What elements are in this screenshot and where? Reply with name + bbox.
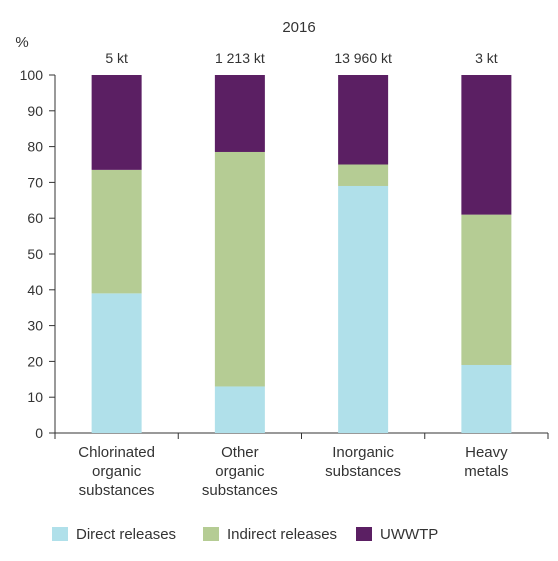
bar-segment [338, 75, 389, 165]
legend-swatch [203, 527, 219, 541]
category-label: Chlorinated [78, 444, 155, 461]
y-tick-label: 0 [35, 425, 43, 441]
bar-segment [91, 293, 142, 433]
bar-total-labels: 5 kt 1 213 kt 13 960 kt 3 kt [105, 50, 497, 66]
bar-segment [461, 364, 512, 433]
y-tick-label: 90 [27, 103, 43, 119]
category-label: Other [221, 444, 259, 461]
category-labels: Chlorinated organic substances Other organic… [78, 444, 508, 499]
y-axis-label: % [15, 34, 28, 51]
bar-segment [338, 164, 389, 186]
y-tick-label: 80 [27, 139, 43, 155]
bar-segment [461, 75, 512, 215]
y-tick-label: 50 [27, 246, 43, 262]
y-tick-label: 100 [20, 67, 44, 83]
bar-segment [91, 75, 142, 170]
legend-label: Indirect releases [227, 526, 337, 543]
legend: Direct releases Indirect releases UWWTP [52, 526, 438, 543]
bar-total-label: 5 kt [105, 50, 128, 66]
bar-segment [214, 386, 265, 433]
y-tick-label: 60 [27, 210, 43, 226]
y-tick-label: 70 [27, 174, 43, 190]
chart-title: 2016 [282, 19, 315, 36]
category-label: metals [464, 463, 508, 480]
y-axis: 0 10 20 30 40 50 60 70 80 90 100 [20, 67, 56, 441]
category-label: substances [325, 463, 401, 480]
legend-swatch [52, 527, 68, 541]
y-tick-label: 40 [27, 282, 43, 298]
bar-segment [338, 185, 389, 433]
y-tick-label: 30 [27, 318, 43, 334]
y-tick-label: 20 [27, 353, 43, 369]
bar-segment [461, 214, 512, 365]
bar-segment [214, 75, 265, 152]
category-label: substances [202, 482, 278, 499]
bar-segment [214, 151, 265, 387]
legend-label: UWWTP [380, 526, 438, 543]
category-label: organic [92, 463, 142, 480]
legend-label: Direct releases [76, 526, 176, 543]
bars [91, 75, 512, 433]
bar-total-label: 1 213 kt [215, 50, 265, 66]
x-axis [54, 432, 549, 439]
bar-total-label: 3 kt [475, 50, 498, 66]
bar-segment [91, 169, 142, 294]
category-label: organic [215, 463, 265, 480]
y-tick-label: 10 [27, 389, 43, 405]
legend-swatch [356, 527, 372, 541]
category-label: Inorganic [332, 444, 394, 461]
bar-total-label: 13 960 kt [334, 50, 392, 66]
category-label: substances [79, 482, 155, 499]
category-label: Heavy [465, 444, 508, 461]
